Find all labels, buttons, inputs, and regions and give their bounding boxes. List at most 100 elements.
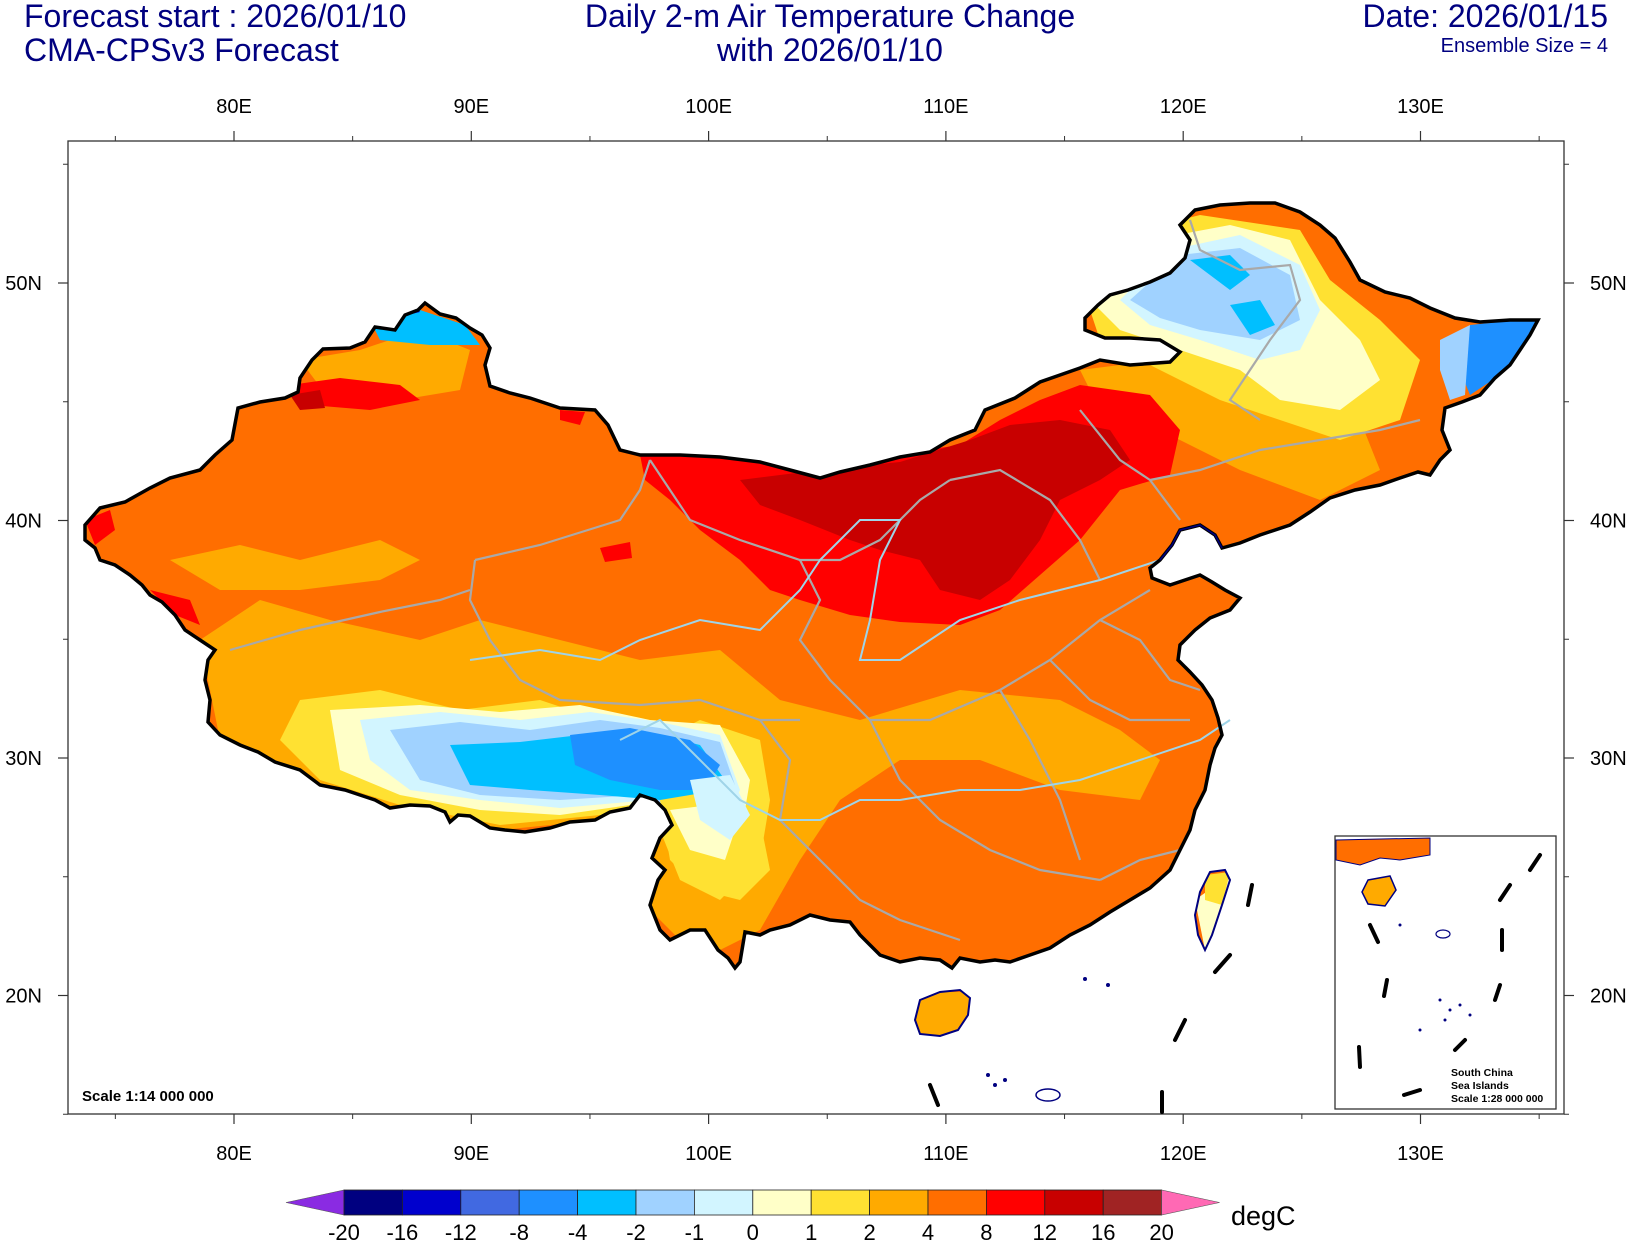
boundary-fujian bbox=[1099, 848, 1181, 881]
island bbox=[1083, 977, 1087, 981]
island bbox=[993, 1083, 997, 1087]
colorbar-tick-label: -4 bbox=[568, 1220, 588, 1241]
ensemble-size-label: Ensemble Size = 4 bbox=[1440, 35, 1608, 57]
lon-label-top: 120E bbox=[1160, 96, 1207, 118]
yellow-river bbox=[469, 519, 1161, 662]
colorbar-swatch bbox=[694, 1189, 754, 1216]
inset-south-china-sea: South China Sea Islands Scale 1:28 000 0… bbox=[1334, 835, 1557, 1110]
inset-label-line1: South China bbox=[1451, 1067, 1513, 1079]
field-neg1-yunnan bbox=[690, 775, 750, 840]
lat-label-right: 20N bbox=[1590, 986, 1627, 1008]
inset-island bbox=[1443, 1018, 1447, 1022]
lon-label-top: 90E bbox=[454, 96, 490, 118]
colorbar-tick-label: -2 bbox=[626, 1220, 646, 1241]
inset-dash-1 bbox=[1368, 923, 1380, 944]
dash-1 bbox=[928, 1083, 940, 1107]
colorbar-over-triangle bbox=[1161, 1189, 1220, 1216]
colorbar-swatch bbox=[1044, 1189, 1104, 1216]
colorbar-tick-label: -16 bbox=[387, 1220, 419, 1241]
field-8-12-sw bbox=[150, 590, 200, 625]
valid-date-label: Date: 2026/01/15 bbox=[1362, 0, 1608, 34]
lat-label-left: 30N bbox=[5, 748, 42, 770]
field-neg4-neg2-ne1 bbox=[1190, 255, 1250, 290]
boundary-liaoning-jilin bbox=[1149, 418, 1421, 482]
colorbar-under-triangle bbox=[285, 1189, 345, 1216]
inset-dash-8 bbox=[1498, 883, 1512, 902]
south-sea-islands bbox=[986, 977, 1110, 1102]
colorbar-swatch bbox=[927, 1189, 987, 1216]
field-8-12-dot bbox=[560, 410, 585, 425]
chart-subtitle: with 2026/01/10 bbox=[717, 32, 943, 68]
boundary-qinghai-tibet bbox=[468, 559, 800, 722]
lat-label-left: 40N bbox=[5, 511, 42, 533]
inset-dash-2 bbox=[1382, 978, 1389, 998]
model-label: CMA-CPSv3 Forecast bbox=[24, 32, 339, 68]
inset-dash-3 bbox=[1357, 1045, 1362, 1069]
boundary-hebei-im bbox=[1079, 409, 1181, 521]
boundary-central bbox=[798, 559, 1151, 722]
inset-island bbox=[1438, 998, 1442, 1002]
lon-label-top: 80E bbox=[216, 96, 252, 118]
dash-5 bbox=[1246, 883, 1254, 907]
colorbar: -20 -16 -12 -8 -4 -2 -1 0 1 2 4 8 12 16 20 bbox=[285, 1189, 1220, 1241]
colorbar-swatch bbox=[869, 1189, 929, 1216]
boundary-heilongjiang-im bbox=[1188, 219, 1302, 421]
inset-frame bbox=[1334, 835, 1557, 1110]
inset-island bbox=[1435, 929, 1451, 939]
colorbar-tick-label: 20 bbox=[1149, 1220, 1173, 1241]
field-neg4-neg2-ne2 bbox=[1230, 300, 1275, 335]
lat-label-left: 50N bbox=[5, 273, 42, 295]
colorbar-swatch bbox=[1102, 1189, 1162, 1216]
inset-dash-5 bbox=[1453, 1038, 1467, 1052]
inset-dash-9 bbox=[1528, 853, 1542, 872]
lon-label-bottom: 80E bbox=[216, 1143, 252, 1165]
colorbar-tick-label: 0 bbox=[747, 1220, 759, 1241]
boundary-sichuan-yunnan bbox=[759, 719, 961, 942]
inset-island bbox=[1468, 1013, 1472, 1017]
rivers bbox=[469, 519, 1231, 821]
boundary-xinjiang-tibet bbox=[229, 588, 471, 652]
inset-island bbox=[1398, 923, 1402, 927]
inset-label-line3: Scale 1:28 000 000 bbox=[1451, 1093, 1543, 1105]
yangtze-river bbox=[619, 718, 1231, 821]
inset-island bbox=[1418, 1028, 1422, 1032]
dash-4 bbox=[1213, 953, 1232, 974]
colorbar-tick-label: 4 bbox=[922, 1220, 934, 1241]
lon-label-bottom: 100E bbox=[685, 1143, 732, 1165]
colorbar-tick-label: 2 bbox=[863, 1220, 875, 1241]
boundary-hunan bbox=[869, 719, 1101, 882]
boundary-xinjiang-qinghai bbox=[474, 459, 652, 562]
boundary-shanxi bbox=[949, 468, 1101, 581]
colorbar-swatch bbox=[518, 1189, 579, 1216]
colorbar-tick-label: 16 bbox=[1091, 1220, 1115, 1241]
lon-label-bottom: 130E bbox=[1397, 1143, 1444, 1165]
map-axes: 80E 80E 90E 90E 100E 100E 110E 110E 120E 120E 130E… bbox=[5, 96, 1626, 1165]
island bbox=[1035, 1088, 1061, 1102]
colorbar-swatch bbox=[577, 1189, 637, 1216]
forecast-start-label: Forecast start : 2026/01/10 bbox=[24, 0, 407, 34]
dash-3 bbox=[1173, 1018, 1187, 1042]
inset-island bbox=[1448, 1008, 1452, 1012]
field-2-4-west bbox=[170, 540, 420, 590]
colorbar-tick-label: -12 bbox=[445, 1220, 477, 1241]
colorbar-unit-label: degC bbox=[1231, 1201, 1296, 1231]
field-neg8-neg4-ne-tip bbox=[1460, 318, 1538, 395]
bohai-coast bbox=[1159, 524, 1223, 561]
lat-label-right: 40N bbox=[1590, 511, 1627, 533]
lat-label-left: 20N bbox=[5, 986, 42, 1008]
field-neg2-ne-tip bbox=[1440, 325, 1470, 400]
lat-label-right: 50N bbox=[1590, 273, 1627, 295]
island bbox=[1106, 983, 1110, 987]
inset-dash-4 bbox=[1402, 1088, 1422, 1097]
lon-label-top: 130E bbox=[1397, 96, 1444, 118]
colorbar-swatch bbox=[986, 1189, 1046, 1216]
boundary-anhui bbox=[1049, 659, 1190, 722]
field-2-4-hainan bbox=[915, 992, 970, 1036]
main-scale-label: Scale 1:14 000 000 bbox=[82, 1088, 214, 1105]
lon-label-top: 110E bbox=[923, 96, 968, 118]
colorbar-swatch bbox=[460, 1189, 520, 1216]
field-12-16-north bbox=[740, 420, 1130, 600]
boundary-jiangsu bbox=[1099, 619, 1201, 692]
island bbox=[1003, 1078, 1007, 1082]
